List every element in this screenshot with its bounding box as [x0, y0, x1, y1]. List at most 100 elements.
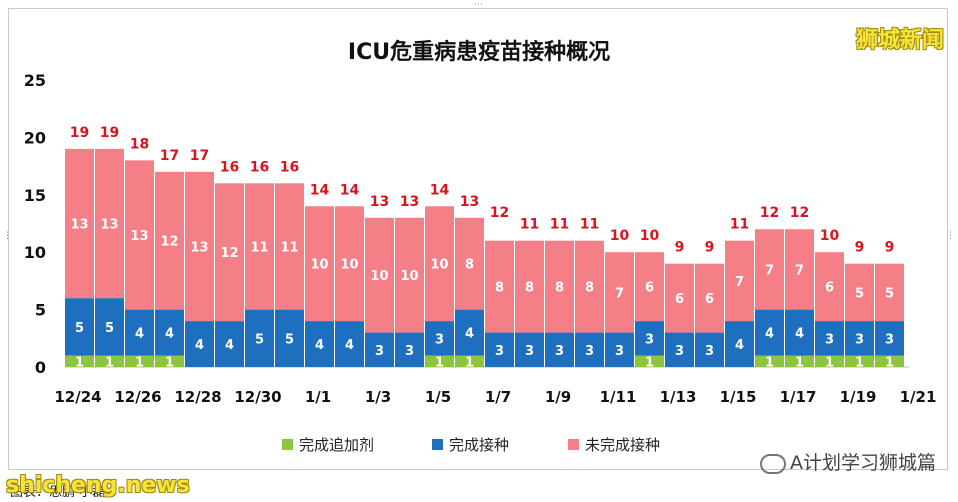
bar-segment-unvaccinated — [185, 171, 214, 322]
bar-value-label: 1 — [645, 355, 654, 370]
bar-total-label: 11 — [730, 217, 749, 233]
bar-segment-unvaccinated — [95, 148, 124, 299]
bar-value-label: 6 — [705, 292, 714, 307]
resize-handle-left[interactable]: ⋮ — [3, 231, 12, 241]
bar-segment-booster — [875, 355, 904, 367]
bar-segment-vaccinated — [845, 321, 874, 356]
bar-segment-booster — [125, 355, 154, 367]
bar-value-label: 8 — [585, 281, 594, 296]
resize-handle-top[interactable]: ⋯ — [474, 0, 483, 10]
bar-segment-booster — [785, 355, 814, 367]
bar-value-label: 4 — [345, 338, 354, 353]
bar-value-label: 3 — [585, 344, 594, 359]
bar-value-label: 7 — [615, 286, 624, 301]
x-tick-label: 1/13 — [660, 388, 697, 406]
bar-segment-unvaccinated — [65, 148, 94, 299]
bar-segment-vaccinated — [305, 321, 334, 367]
bar-segment-vaccinated — [695, 332, 724, 367]
bar-value-label: 3 — [675, 344, 684, 359]
y-tick-label: 15 — [24, 186, 46, 205]
x-tick-label: 1/1 — [305, 388, 331, 406]
x-tick-label: 1/17 — [780, 388, 817, 406]
bar-value-label: 4 — [165, 327, 174, 342]
bar-total-label: 12 — [790, 205, 809, 221]
bar-value-label: 1 — [75, 355, 84, 370]
chart-frame — [8, 8, 948, 470]
bar-total-label: 13 — [460, 194, 479, 210]
bar-total-label: 11 — [550, 217, 569, 233]
bar-value-label: 3 — [705, 344, 714, 359]
bar-value-label: 4 — [195, 338, 204, 353]
bar-segment-vaccinated — [485, 332, 514, 367]
legend-swatch-booster — [282, 439, 293, 450]
bar-value-label: 12 — [160, 235, 178, 250]
bar-segment-booster — [845, 355, 874, 367]
bar-segment-unvaccinated — [485, 240, 514, 333]
legend-label-unvaccinated: 未完成接种 — [585, 436, 660, 454]
bar-value-label: 4 — [315, 338, 324, 353]
bar-segment-unvaccinated — [425, 206, 454, 322]
bar-total-label: 10 — [610, 228, 630, 244]
x-tick-label: 1/7 — [485, 388, 511, 406]
bar-segment-vaccinated — [605, 332, 634, 367]
bar-value-label: 5 — [255, 332, 264, 347]
chart-caption: 图表：思鹏·小磊 — [10, 485, 106, 500]
x-tick-label: 1/21 — [900, 388, 937, 406]
bar-total-label: 9 — [885, 240, 895, 256]
x-tick-label: 1/3 — [365, 388, 391, 406]
bar-segment-unvaccinated — [395, 217, 424, 333]
bar-total-label: 16 — [250, 159, 269, 175]
bar-total-label: 9 — [855, 240, 865, 256]
bar-value-label: 12 — [220, 246, 238, 261]
x-tick-label: 1/5 — [425, 388, 451, 406]
bar-total-label: 18 — [130, 136, 149, 152]
bar-segment-vaccinated — [545, 332, 574, 367]
bar-segment-vaccinated — [425, 321, 454, 356]
resize-handle-right[interactable]: ⋮ — [946, 231, 955, 241]
x-tick-label: 1/15 — [720, 388, 757, 406]
bar-value-label: 3 — [405, 344, 414, 359]
bar-segment-booster — [95, 355, 124, 367]
bar-total-label: 10 — [820, 228, 840, 244]
bar-total-label: 12 — [760, 205, 779, 221]
bar-value-label: 4 — [225, 338, 234, 353]
bar-segment-booster — [815, 355, 844, 367]
bar-segment-vaccinated — [365, 332, 394, 367]
bar-segment-booster — [455, 355, 484, 367]
wechat-icon — [760, 453, 786, 474]
bar-value-label: 1 — [135, 355, 144, 370]
bar-segment-unvaccinated — [695, 263, 724, 333]
bar-value-label: 5 — [855, 286, 864, 301]
bar-value-label: 4 — [795, 327, 804, 342]
bar-value-label: 5 — [75, 321, 84, 336]
bar-segment-unvaccinated — [275, 183, 304, 310]
bar-total-label: 14 — [430, 182, 450, 198]
bar-segment-unvaccinated — [455, 217, 484, 310]
bar-segment-booster — [425, 355, 454, 367]
bar-total-label: 11 — [520, 217, 539, 233]
bar-segment-unvaccinated — [365, 217, 394, 333]
bar-value-label: 3 — [855, 332, 864, 347]
bar-segment-unvaccinated — [875, 263, 904, 322]
bar-segment-vaccinated — [755, 309, 784, 356]
bar-value-label: 4 — [765, 327, 774, 342]
y-tick-label: 10 — [24, 243, 46, 262]
bar-value-label: 4 — [135, 327, 144, 342]
bar-value-label: 13 — [70, 218, 88, 233]
bar-value-label: 1 — [435, 355, 444, 370]
bar-total-label: 19 — [100, 125, 119, 141]
bar-value-label: 1 — [855, 355, 864, 370]
bar-value-label: 1 — [165, 355, 174, 370]
bar-total-label: 14 — [310, 182, 330, 198]
bar-segment-unvaccinated — [605, 252, 634, 333]
bar-value-label: 1 — [795, 355, 804, 370]
chart-title: ICU危重病患疫苗接种概况 — [347, 40, 611, 65]
bar-value-label: 6 — [645, 281, 654, 296]
bar-segment-vaccinated — [515, 332, 544, 367]
bar-segment-vaccinated — [125, 309, 154, 356]
legend-swatch-vaccinated — [432, 439, 443, 450]
bar-total-label: 16 — [280, 159, 299, 175]
bar-value-label: 5 — [885, 286, 894, 301]
bar-total-label: 12 — [490, 205, 509, 221]
